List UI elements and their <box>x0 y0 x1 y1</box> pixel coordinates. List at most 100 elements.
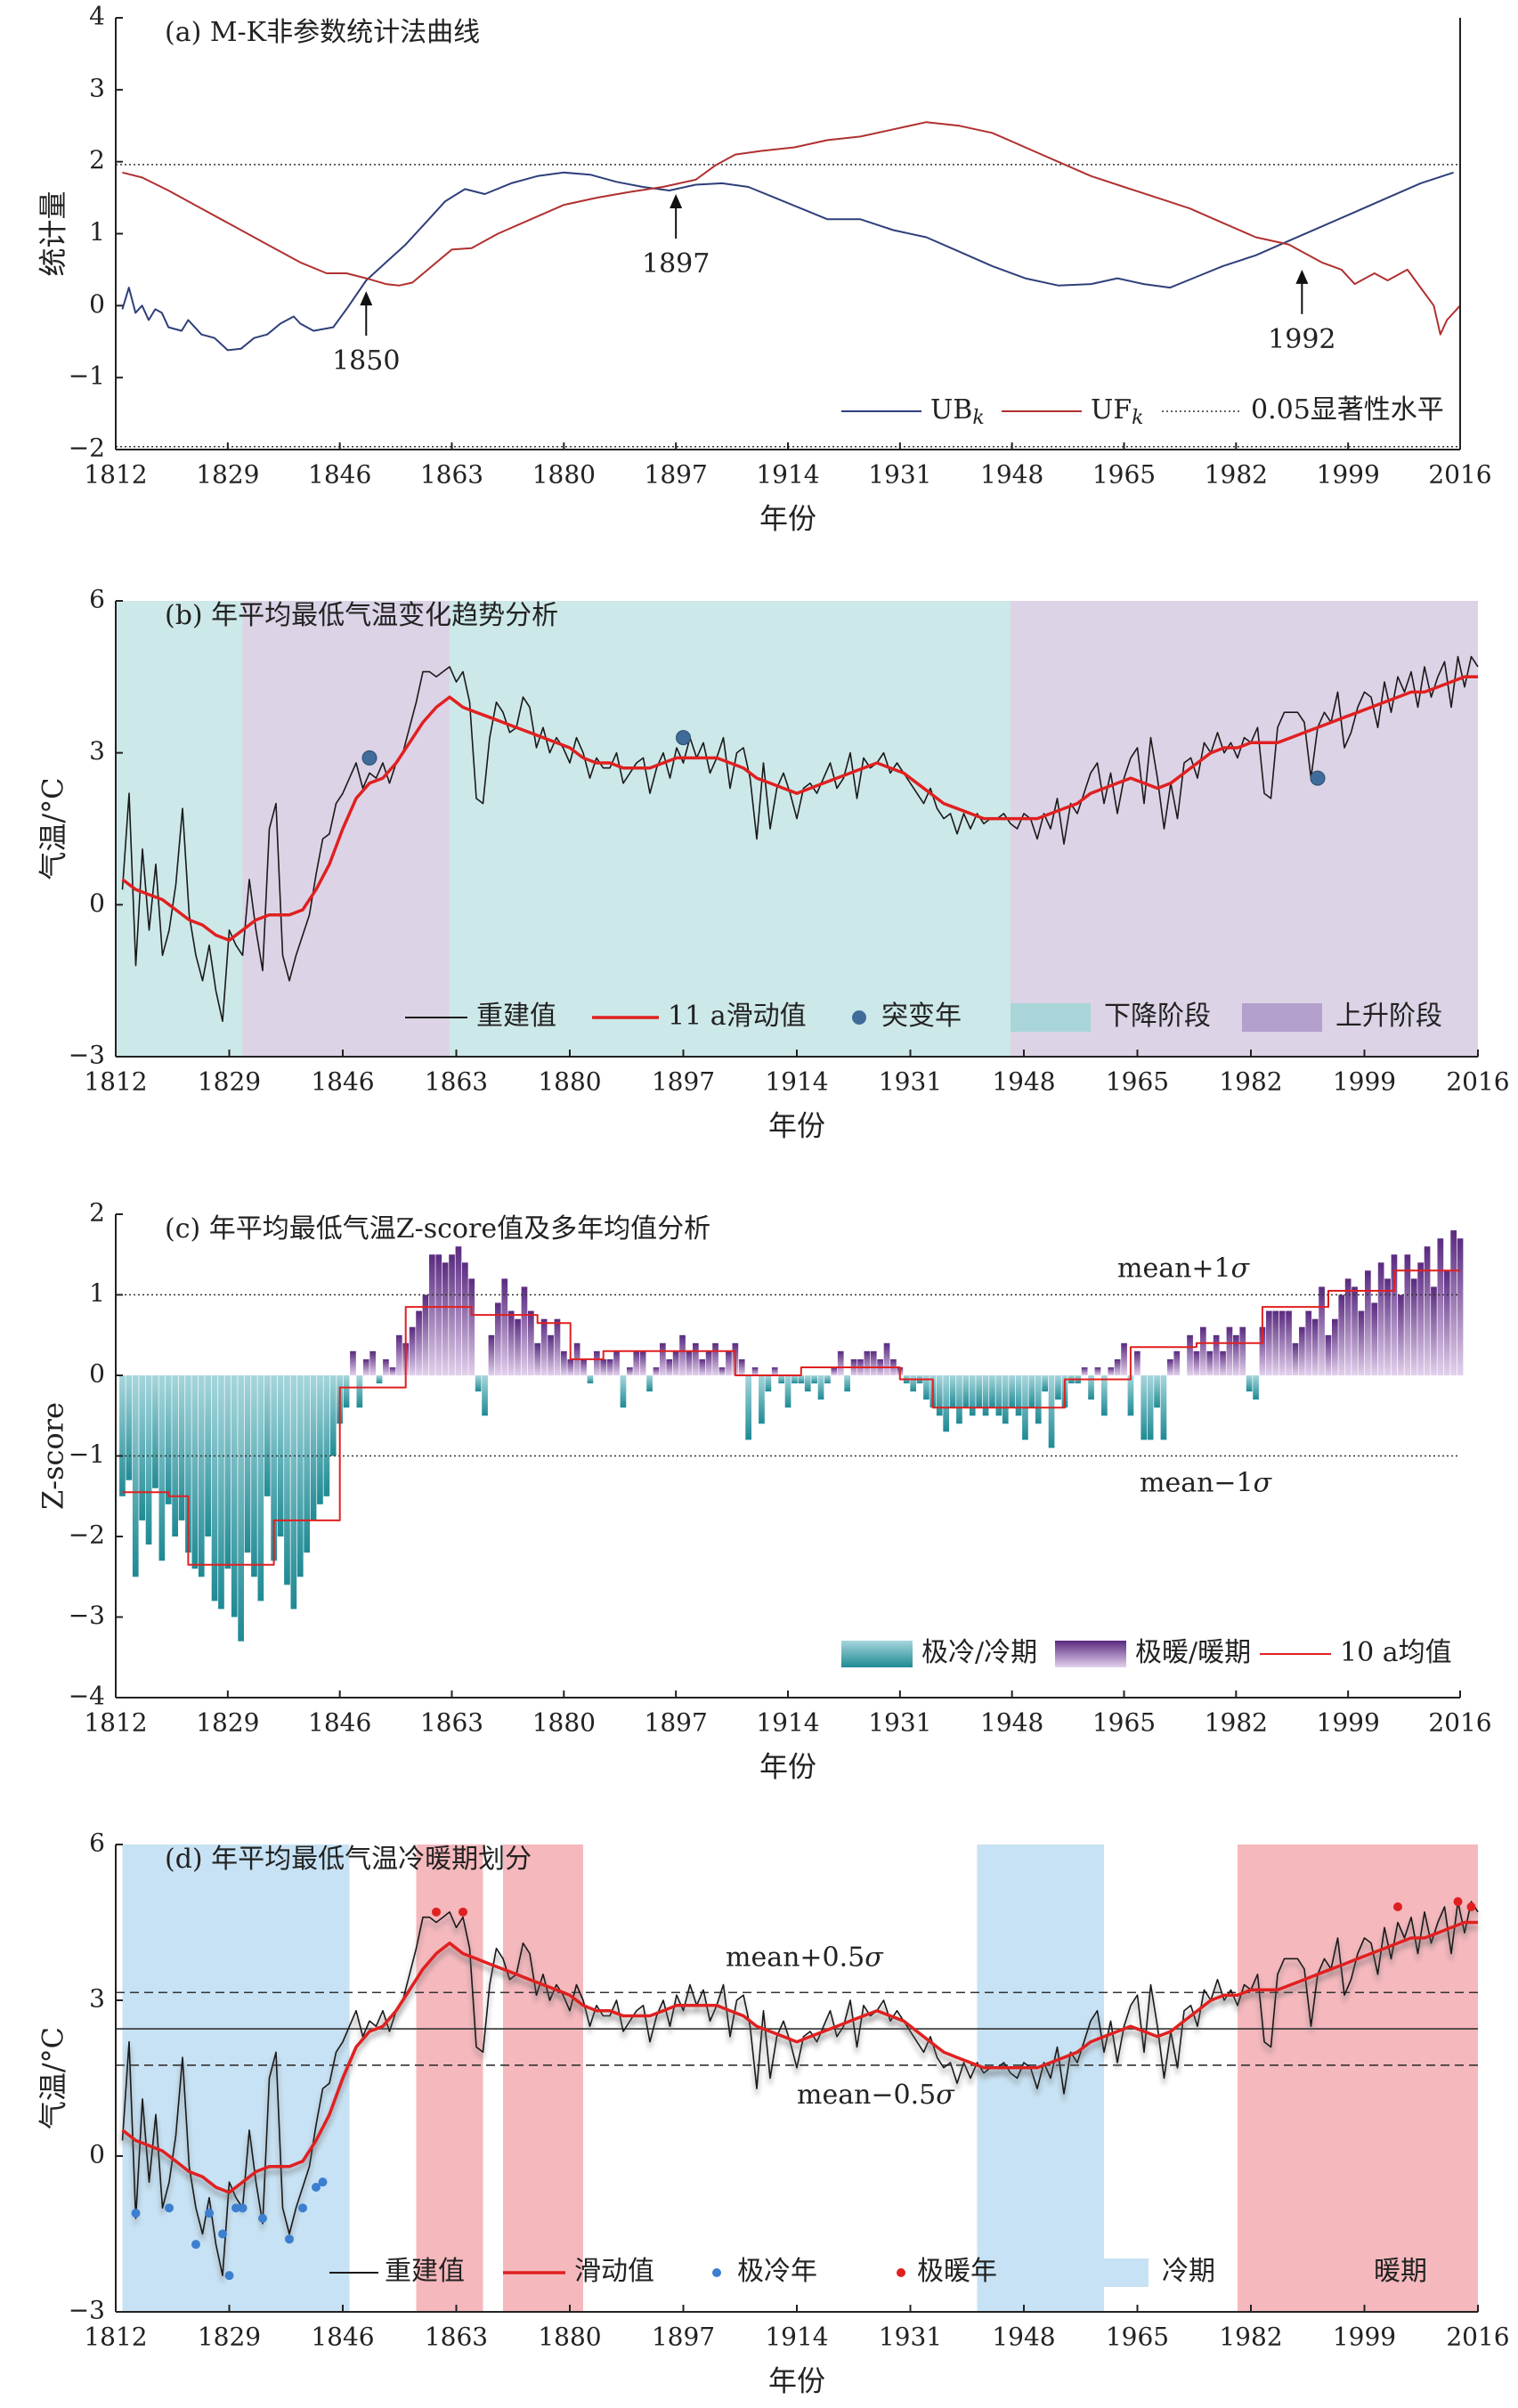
y-tick-label: 3 <box>89 1984 105 2014</box>
cold-bar <box>824 1375 831 1383</box>
y-tick-label: 3 <box>89 73 105 102</box>
cold-bar <box>152 1375 158 1488</box>
warm-bar <box>462 1262 468 1375</box>
warm-bar <box>718 1367 726 1375</box>
cold-bar <box>1055 1375 1061 1400</box>
warm-bar <box>1325 1334 1332 1376</box>
y-tick-label: 2 <box>89 1198 105 1228</box>
legend-decline-label: 下降阶段 <box>1104 1001 1211 1032</box>
warm-bar <box>1226 1326 1233 1375</box>
warm-bar <box>751 1367 759 1375</box>
warm-bar <box>679 1334 686 1376</box>
cold-bar <box>620 1375 627 1408</box>
y-tick-label: 0 <box>89 1359 105 1389</box>
cold-bar <box>178 1375 185 1520</box>
warm-bar <box>1233 1334 1239 1376</box>
x-tick-label: 1829 <box>196 460 259 490</box>
panel-b: 1812 1829 1846 1863 1880 1897 1914 1931 1948 1965… <box>37 585 1510 1143</box>
warm-bar <box>1213 1334 1220 1376</box>
extreme-cold-point <box>231 2203 240 2213</box>
cold-bar <box>205 1375 211 1536</box>
extreme-cold-point <box>224 2271 234 2281</box>
warm-bar <box>567 1358 574 1375</box>
x-tick-label: 1812 <box>84 2323 147 2352</box>
warm-bar <box>416 1310 422 1375</box>
x-tick-label: 1965 <box>1106 2323 1169 2352</box>
x-tick-label: 1982 <box>1219 1067 1282 1097</box>
x-axis-title: 年份 <box>759 1750 816 1784</box>
x-tick-label: 1846 <box>311 2323 374 2352</box>
cold-bar <box>844 1375 850 1392</box>
cold-bar <box>1035 1375 1042 1424</box>
cold-bar <box>784 1375 791 1408</box>
warm-bar <box>409 1326 416 1375</box>
warm-bar <box>1443 1270 1450 1375</box>
cold-bar <box>982 1375 989 1416</box>
cold-bar <box>995 1375 1003 1416</box>
warm-bar <box>870 1350 877 1375</box>
warm-bar <box>831 1367 838 1375</box>
warm-bar <box>1332 1318 1338 1375</box>
cold-bar <box>132 1375 139 1577</box>
cold-bar <box>165 1375 172 1504</box>
x-tick-label: 1880 <box>538 1067 601 1097</box>
extreme-warm-point <box>1393 1902 1402 1911</box>
y-tick-label: 4 <box>89 2 105 31</box>
cold-bar <box>587 1375 594 1383</box>
warm-bar <box>1081 1367 1088 1375</box>
extreme-cold-point <box>238 2203 248 2213</box>
warm-bar <box>1384 1278 1391 1375</box>
legend-cold-period-swatch <box>1068 2258 1149 2287</box>
cold-bar <box>185 1375 191 1553</box>
reconstructed-line <box>121 1901 1479 2276</box>
warm-bar <box>1286 1310 1292 1375</box>
warm-bar <box>1200 1326 1206 1375</box>
warm-bar <box>712 1342 718 1375</box>
y-axis-title: 气温/°C <box>37 777 70 880</box>
warm-bar <box>528 1310 534 1375</box>
extreme-cold-point <box>318 2177 328 2187</box>
y-tick-label: −4 <box>69 1682 105 1711</box>
extreme-cold-point <box>131 2209 141 2218</box>
cold-bar <box>191 1375 199 1569</box>
warm-bar <box>686 1350 693 1375</box>
warm-bar <box>455 1246 462 1375</box>
x-tick-label: 1982 <box>1205 1708 1268 1738</box>
cold-bar <box>290 1375 297 1609</box>
extreme-cold-point <box>205 2209 214 2218</box>
warm-bar <box>1299 1326 1305 1375</box>
warm-bar <box>1338 1294 1345 1375</box>
warm-bar <box>442 1262 449 1375</box>
cold-bar <box>231 1375 238 1617</box>
cold-bar <box>646 1375 653 1392</box>
legend-warm-period-swatch <box>1280 2258 1360 2287</box>
warm-bar <box>501 1278 508 1375</box>
cold-bar <box>1154 1375 1160 1408</box>
x-tick-label: 1880 <box>532 460 596 490</box>
mean-minus-half-sigma-label: mean−0.5σ <box>797 2080 955 2111</box>
legend-extreme-cold-label: 极冷年 <box>737 2256 817 2287</box>
warm-bar <box>507 1310 515 1375</box>
cold-bar <box>323 1375 330 1496</box>
cold-bar <box>145 1375 152 1545</box>
x-axis-title: 年份 <box>759 502 816 536</box>
warm-bar <box>594 1350 600 1375</box>
warm-bar <box>369 1350 376 1375</box>
x-tick-label: 1999 <box>1333 1067 1396 1097</box>
warm-bar <box>1167 1358 1173 1375</box>
warm-bar <box>771 1367 778 1375</box>
cold-bar <box>329 1375 337 1456</box>
warm-bar <box>699 1358 706 1375</box>
warm-bar <box>660 1342 666 1375</box>
warm-bar <box>653 1367 660 1375</box>
cold-bar <box>119 1375 126 1496</box>
cold-bar <box>224 1375 231 1569</box>
warm-bar <box>864 1350 871 1375</box>
legend-moving-average-label: 滑动值 <box>574 2256 654 2287</box>
legend-significance-label: 0.05显著性水平 <box>1251 394 1444 426</box>
cold-bar <box>139 1375 145 1520</box>
x-tick-label: 1897 <box>652 1067 715 1097</box>
annotation-label: 1897 <box>642 248 710 280</box>
x-tick-label: 1948 <box>992 1067 1055 1097</box>
y-tick-label: −3 <box>69 2296 105 2325</box>
